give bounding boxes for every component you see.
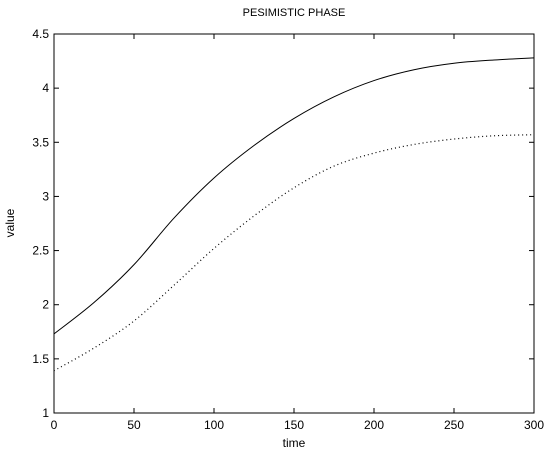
y-axis: 1 1.5 2 2.5 3 3.5 4 4.5	[32, 27, 534, 420]
y-tick-label: 4.5	[32, 27, 49, 41]
y-axis-label: value	[3, 208, 17, 237]
x-tick-label: 100	[204, 418, 224, 432]
x-axis-label: time	[283, 436, 306, 450]
x-tick-label: 150	[284, 418, 304, 432]
solid-series-line	[53, 57, 535, 335]
y-tick-label: 2	[42, 298, 49, 312]
x-tick-label: 300	[524, 418, 544, 432]
x-tick-label: 250	[444, 418, 464, 432]
y-tick-label: 1	[42, 406, 49, 420]
x-tick-label: 0	[51, 418, 58, 432]
chart-title: PESIMISTIC PHASE	[243, 7, 346, 19]
y-tick-label: 1.5	[32, 352, 49, 366]
series-layer	[53, 57, 535, 372]
y-tick-label: 2.5	[32, 244, 49, 258]
y-tick-label: 3.5	[32, 135, 49, 149]
y-tick-label: 4	[42, 81, 49, 95]
plot-area-frame	[53, 33, 535, 414]
x-tick-label: 200	[364, 418, 384, 432]
x-axis: 0 50 100 150 200 250 300	[51, 34, 544, 432]
y-tick-label: 3	[42, 189, 49, 203]
x-tick-label: 50	[127, 418, 141, 432]
